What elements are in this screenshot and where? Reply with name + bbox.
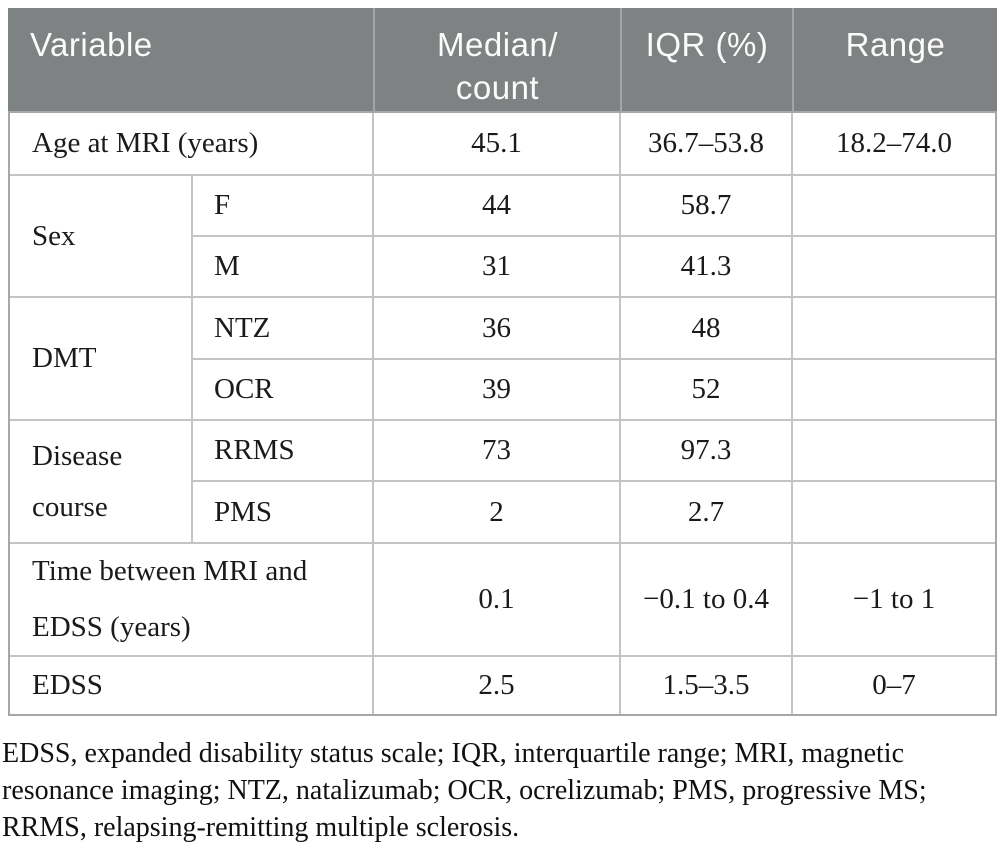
header-variable: Variable [30, 26, 153, 63]
summary-table: Variable Median/ count IQR (%) Range Age… [8, 8, 997, 716]
cell-course-group: Disease course [10, 421, 191, 542]
cell-sex-f-label: F [193, 176, 372, 235]
cell-dmt-ntz-range [793, 298, 995, 358]
cell-dmt-ntz-label: NTZ [193, 298, 372, 358]
cell-sex-f-median: 44 [374, 176, 619, 235]
table-footnote: EDSS, expanded disability status scale; … [2, 738, 927, 843]
cell-course-rrms-label: RRMS [193, 421, 372, 480]
cell-course-rrms-range [793, 421, 995, 480]
cell-course-rrms-iqr: 97.3 [621, 421, 791, 480]
cell-time-median: 0.1 [374, 544, 619, 655]
cell-dmt-group: DMT [10, 298, 191, 419]
cell-age-variable: Age at MRI (years) [10, 113, 372, 174]
cell-course-pms-label: PMS [193, 482, 372, 542]
cell-sex-m-iqr: 41.3 [621, 237, 791, 296]
table-body: Age at MRI (years) 45.1 36.7–53.8 18.2–7… [8, 111, 997, 716]
cell-dmt-ocr-range [793, 360, 995, 419]
cell-sex-m-label: M [193, 237, 372, 296]
cell-sex-m-range [793, 237, 995, 296]
header-iqr: IQR (%) [620, 8, 792, 111]
header-median-count: Median/ count [373, 8, 620, 111]
cell-time-variable: Time between MRI and EDSS (years) [10, 544, 372, 655]
cell-course-rrms-median: 73 [374, 421, 619, 480]
cell-sex-f-iqr: 58.7 [621, 176, 791, 235]
cell-edss-variable: EDSS [10, 657, 372, 714]
cell-course-pms-iqr: 2.7 [621, 482, 791, 542]
cell-sex-f-range [793, 176, 995, 235]
cell-dmt-ocr-label: OCR [193, 360, 372, 419]
table-header-row: Variable Median/ count IQR (%) Range [8, 8, 997, 111]
cell-dmt-ntz-iqr: 48 [621, 298, 791, 358]
cell-age-range: 18.2–74.0 [793, 113, 995, 174]
cell-time-iqr: −0.1 to 0.4 [621, 544, 791, 655]
cell-course-pms-median: 2 [374, 482, 619, 542]
cell-course-pms-range [793, 482, 995, 542]
cell-edss-iqr: 1.5–3.5 [621, 657, 791, 714]
cell-time-range: −1 to 1 [793, 544, 995, 655]
cell-age-median: 45.1 [374, 113, 619, 174]
cell-age-iqr: 36.7–53.8 [621, 113, 791, 174]
cell-edss-range: 0–7 [793, 657, 995, 714]
cell-sex-group: Sex [10, 176, 191, 296]
cell-dmt-ocr-iqr: 52 [621, 360, 791, 419]
cell-sex-m-median: 31 [374, 237, 619, 296]
cell-dmt-ocr-median: 39 [374, 360, 619, 419]
cell-edss-median: 2.5 [374, 657, 619, 714]
cell-dmt-ntz-median: 36 [374, 298, 619, 358]
header-range: Range [792, 8, 997, 111]
